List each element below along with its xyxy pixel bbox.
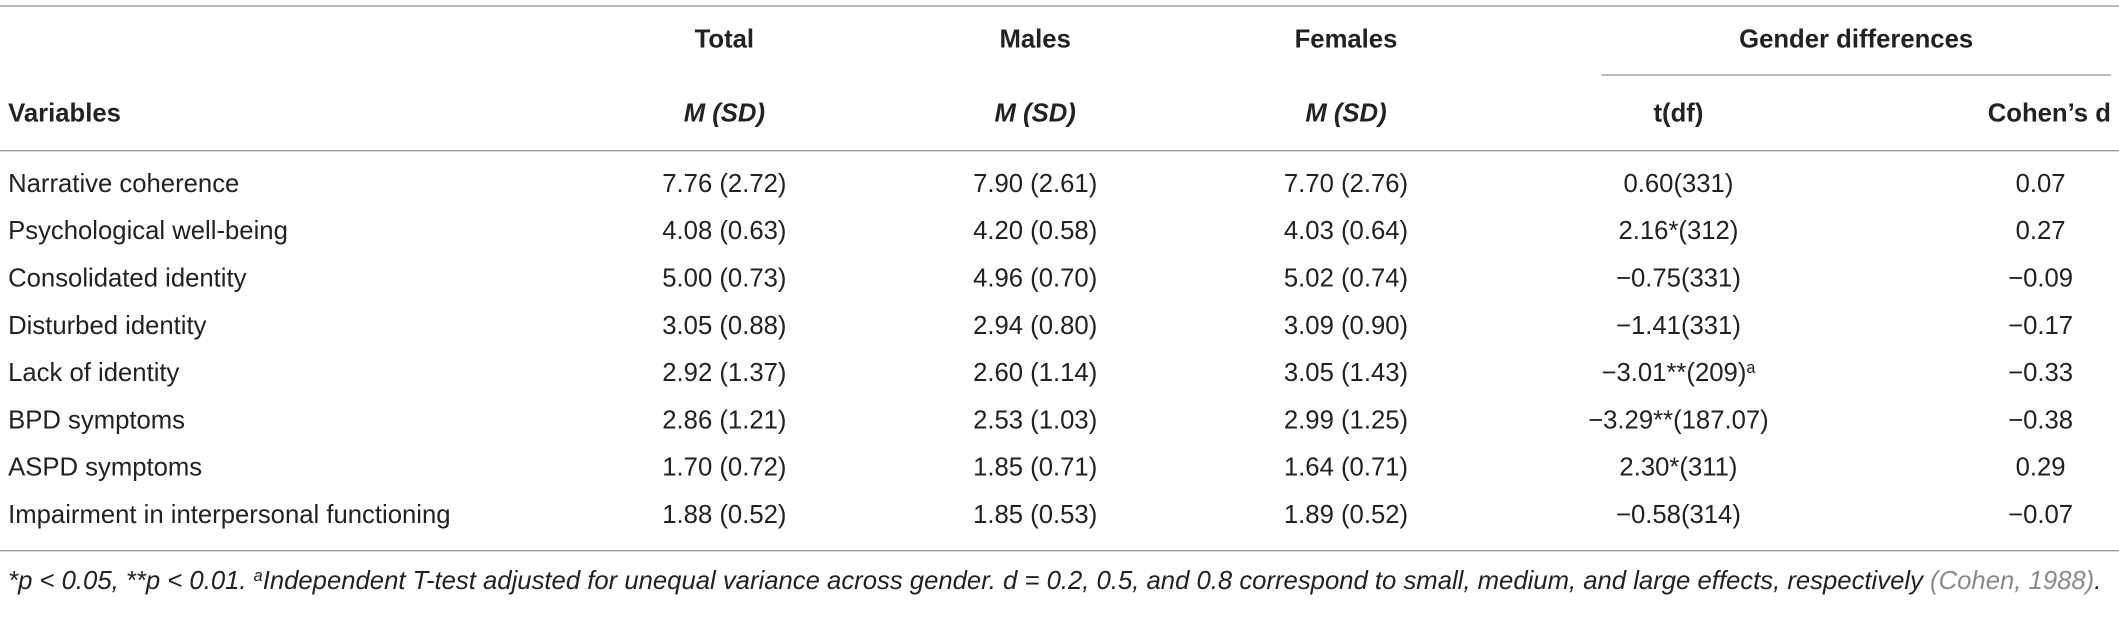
cell: 1.85 (0.71) (973, 454, 1098, 483)
cell-text: −0.58(314) (1615, 501, 1741, 530)
cell: −0.75(331) (1543, 264, 1813, 296)
cell-text: 2.30*(311) (1619, 454, 1738, 483)
cell: 2.86 (1.21) (662, 406, 787, 436)
cell: 2.99 (1.25) (1283, 406, 1409, 436)
cell: 7.76 (2.72) (662, 170, 787, 199)
footnote-significance: *p < 0.05, **p < 0.01. (8, 567, 247, 596)
cell: 2.60 (1.14) (973, 359, 1098, 388)
top-rule (0, 5, 2119, 7)
cell: 3.05 (0.88) (662, 312, 787, 341)
cell: 0.60(331) (1543, 169, 1813, 201)
header-rule (0, 150, 2119, 152)
cell: 5.02 (0.74) (1283, 264, 1409, 294)
row-label: Impairment in interpersonal functioning (8, 501, 451, 530)
cell: 2.30*(311) (1543, 453, 1813, 485)
cell: 4.20 (0.58) (973, 217, 1098, 246)
cell: 5.00 (0.73) (662, 264, 787, 294)
cell: −0.33 (2008, 359, 2074, 388)
cell: 0.27 (2015, 217, 2066, 246)
cell: 7.70 (2.76) (1283, 170, 1409, 199)
cell: 1.88 (0.52) (662, 501, 787, 530)
cell: 0.07 (2015, 170, 2066, 199)
cell-text: −0.75(331) (1615, 264, 1741, 294)
cell: 2.94 (0.80) (973, 312, 1098, 341)
row-label: ASPD symptoms (8, 454, 203, 483)
cell: 4.08 (0.63) (662, 217, 787, 246)
cell-text: −3.29**(187.07) (1588, 406, 1769, 436)
cell: 3.05 (1.43) (1283, 359, 1409, 388)
variables-header: Variables (8, 100, 121, 129)
cell: −0.58(314) (1543, 500, 1813, 532)
cell: 1.85 (0.53) (973, 501, 1098, 530)
cell: 4.96 (0.70) (973, 264, 1098, 294)
row-label: Narrative coherence (8, 170, 240, 199)
cell: −0.38 (2008, 406, 2074, 436)
cell: 2.92 (1.37) (662, 359, 787, 388)
row-label: BPD symptoms (8, 406, 186, 436)
footnote-citation: (Cohen, 1988) (1930, 567, 2095, 596)
footnote-end: . (2094, 567, 2102, 596)
cell: −1.41(331) (1543, 311, 1813, 343)
subcol-header: Cohen’s d (1987, 100, 2111, 129)
cell-text: 0.60(331) (1623, 170, 1734, 199)
cell-text: 2.16*(312) (1618, 217, 1739, 246)
group-header: Gender differences (1739, 25, 1974, 55)
row-label: Lack of identity (8, 359, 180, 388)
cell: −0.17 (2008, 312, 2074, 341)
footnote-sup: a (253, 566, 263, 586)
row-label: Disturbed identity (8, 312, 207, 341)
bottom-rule (0, 550, 2119, 552)
footnote: *p < 0.05, **p < 0.01. aIndependent T-te… (8, 564, 2113, 602)
cell: −0.09 (2008, 264, 2074, 294)
cell: 1.89 (0.52) (1283, 501, 1409, 530)
row-label: Psychological well-being (8, 217, 288, 246)
cell: 7.90 (2.61) (973, 170, 1098, 199)
row-label: Consolidated identity (8, 264, 247, 294)
cell-sup: a (1746, 358, 1756, 378)
cell: 0.29 (2015, 454, 2066, 483)
cell: 2.53 (1.03) (973, 406, 1098, 436)
cell: 1.70 (0.72) (662, 454, 787, 483)
cell: 2.16*(312) (1543, 216, 1813, 248)
cell-text: −3.01**(209) (1601, 359, 1747, 388)
subcol-header: t(df) (1653, 100, 1704, 129)
cell: −0.07 (2008, 501, 2074, 530)
cell: 3.09 (0.90) (1283, 312, 1409, 341)
subcol-header: M (SD) (1305, 100, 1387, 129)
col-header: Total (694, 25, 755, 55)
cell: 1.64 (0.71) (1283, 454, 1409, 483)
cell: 4.03 (0.64) (1283, 217, 1409, 246)
subcol-header: M (SD) (683, 100, 765, 129)
footnote-text: Independent T-test adjusted for unequal … (262, 567, 1923, 596)
cell: −3.01**(209)a (1543, 358, 1813, 390)
subcol-header: M (SD) (994, 100, 1076, 129)
cell-text: −1.41(331) (1615, 312, 1741, 341)
group-rule (1601, 74, 2111, 76)
cell: −3.29**(187.07) (1543, 405, 1813, 437)
col-header: Females (1294, 25, 1398, 55)
col-header: Males (999, 25, 1071, 55)
